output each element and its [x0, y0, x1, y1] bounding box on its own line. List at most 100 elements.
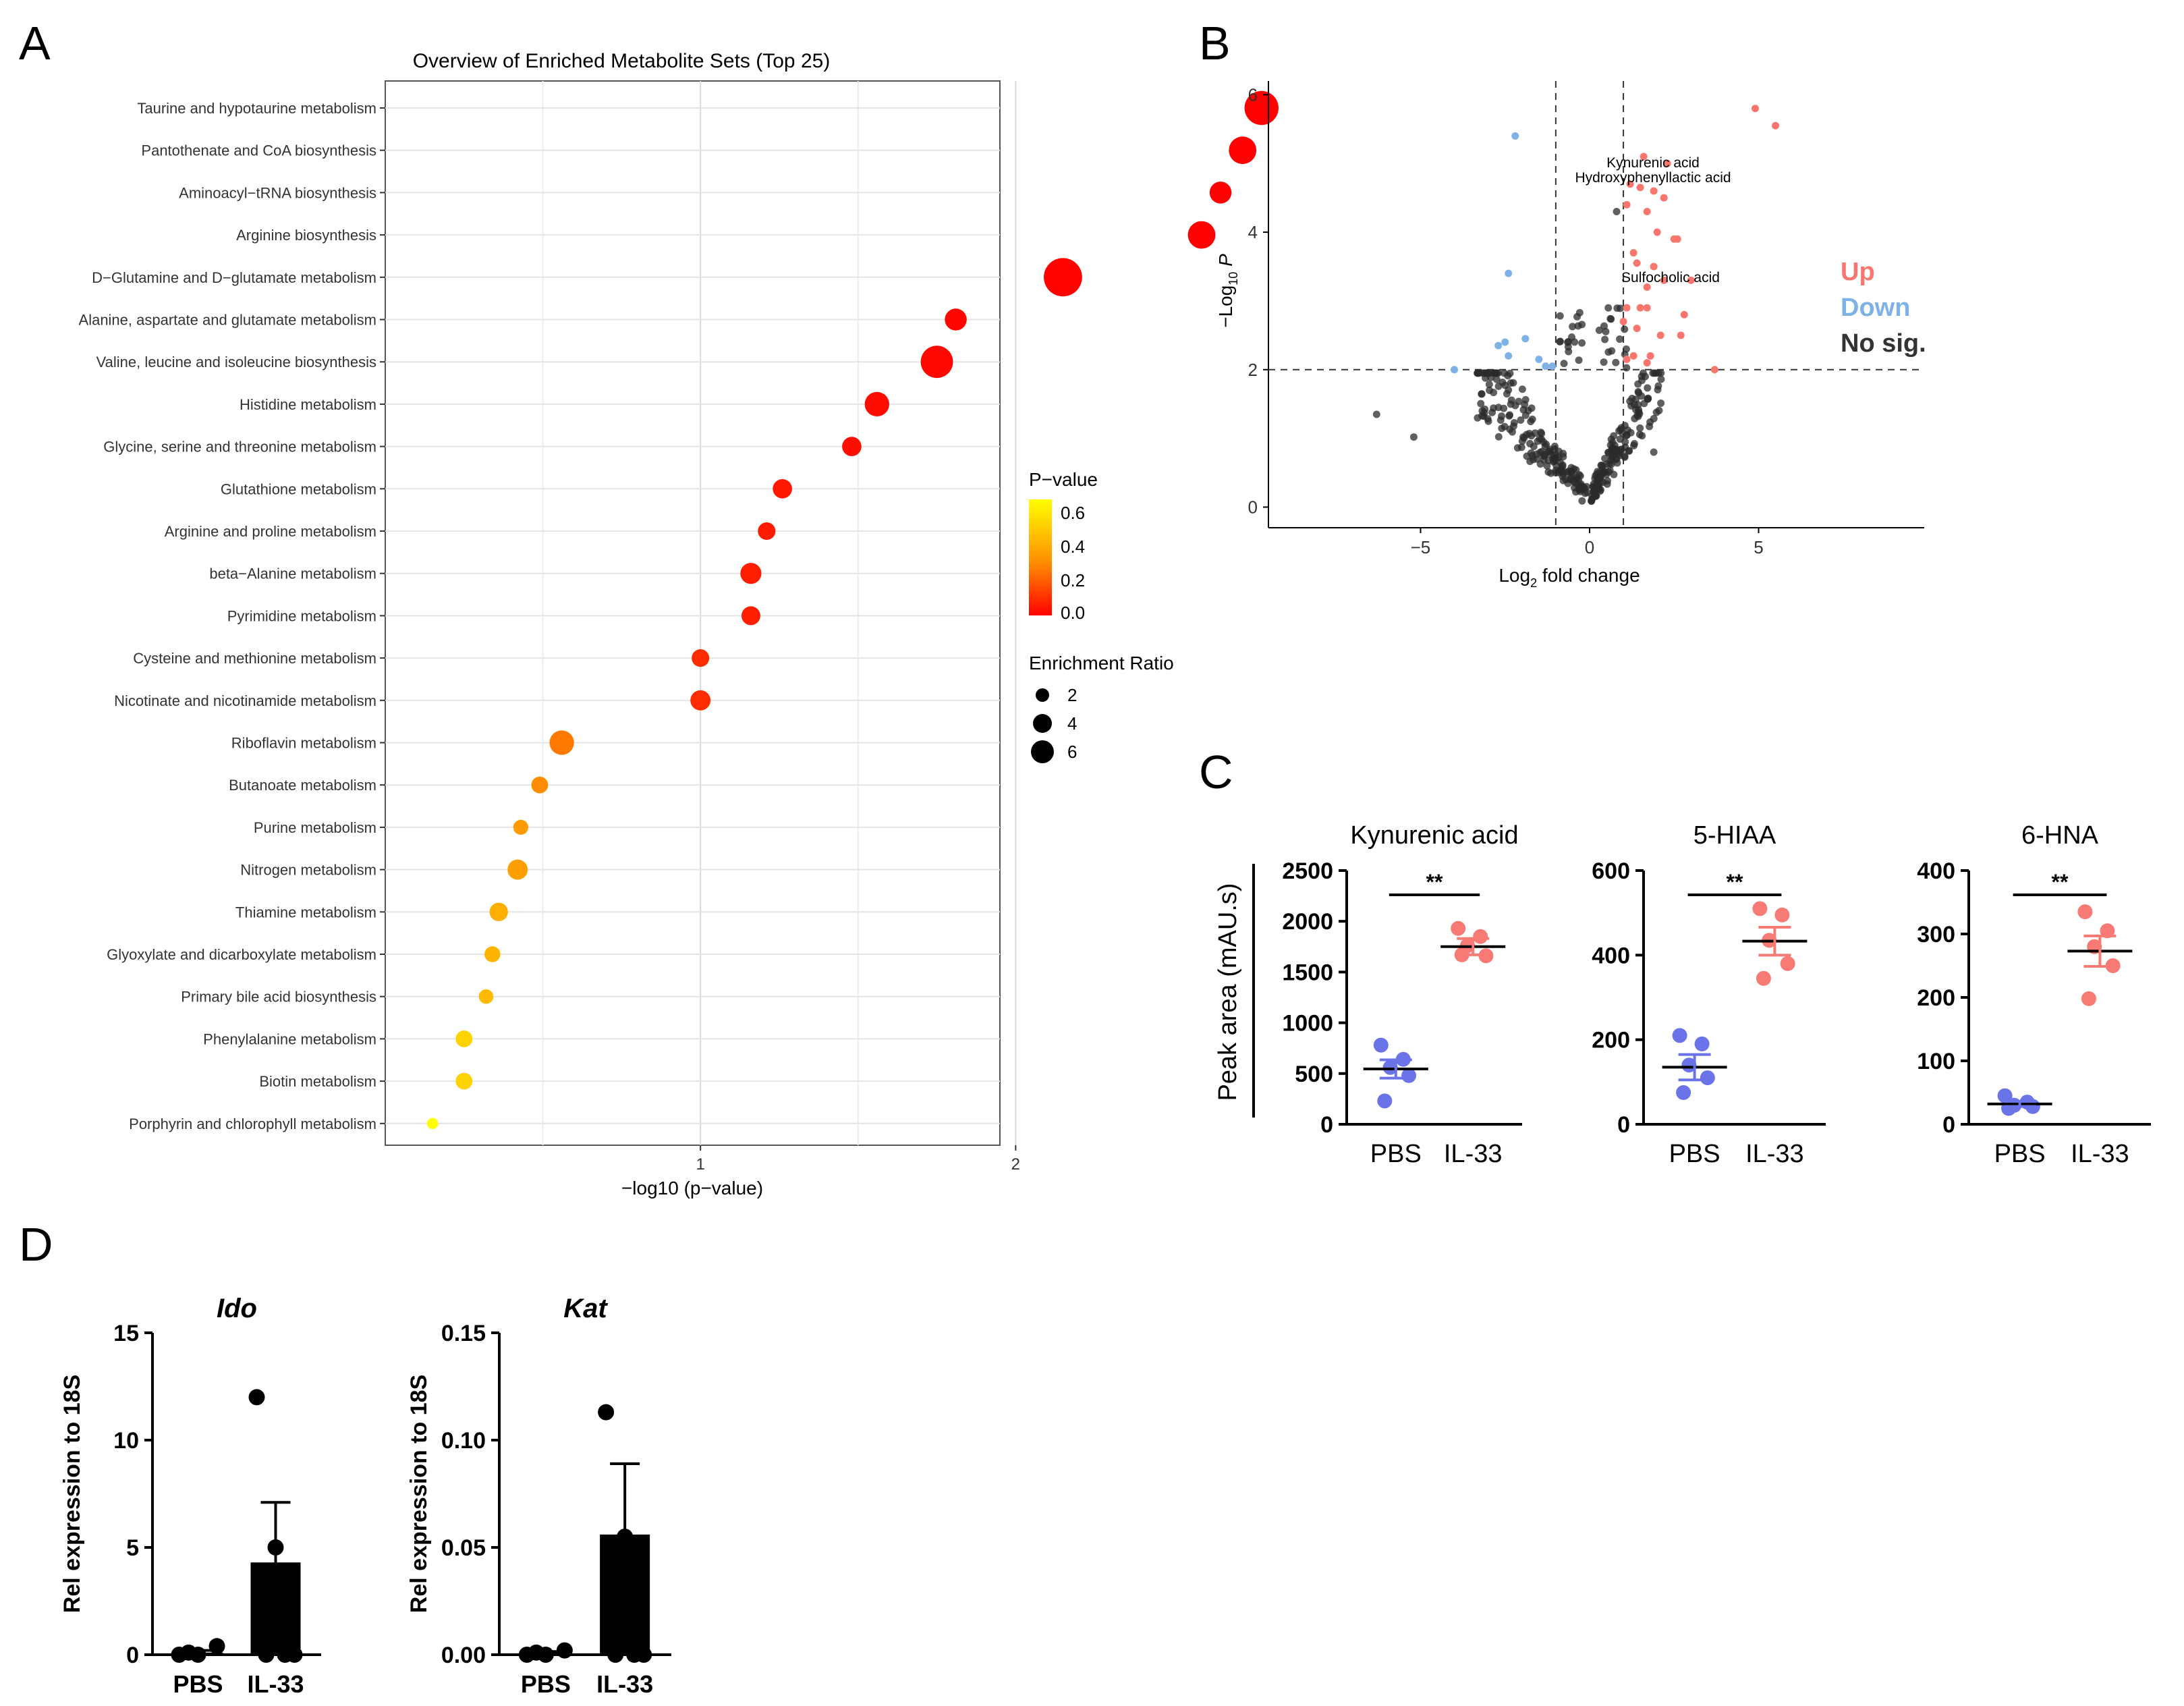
nonsig-point: [1509, 422, 1517, 431]
nonsig-point: [1484, 417, 1492, 425]
nonsig-point: [1530, 443, 1538, 451]
nonsig-point: [1601, 454, 1609, 462]
y-tick-label: 0: [1320, 1112, 1333, 1138]
data-point: [626, 1647, 643, 1663]
down-point: [1511, 132, 1519, 140]
nonsig-point: [1557, 337, 1565, 346]
nonsig-point: [1621, 438, 1629, 446]
nonsig-point: [1508, 428, 1516, 436]
nonsig-point: [1559, 470, 1567, 478]
nonsig-point: [1513, 444, 1521, 452]
nonsig-point: [1604, 304, 1613, 312]
pvalue-legend-tick-label: 0.4: [1061, 536, 1085, 557]
up-point: [1643, 283, 1651, 292]
nonsig-point: [1635, 431, 1644, 439]
enrichment-point: [1244, 90, 1279, 126]
y-tick-label: 300: [1917, 922, 1955, 947]
nonsig-point: [1631, 414, 1639, 422]
panel-c-y-axis-label: Peak area (mAU.s): [1214, 883, 1242, 1101]
nonsig-point: [1621, 452, 1629, 460]
panel-b-up-points: [1619, 105, 1780, 374]
nonsig-point: [1635, 410, 1644, 418]
nonsig-point: [1634, 401, 1642, 409]
nonsig-point: [1536, 460, 1544, 468]
data-point: [1780, 956, 1795, 971]
category-label: Taurine and hypotaurine metabolism: [137, 100, 376, 117]
significance-label: **: [1727, 870, 1743, 894]
down-point: [1505, 269, 1513, 277]
nonsig-point: [1595, 326, 1603, 334]
up-point: [1772, 121, 1780, 130]
panel-a-title: Overview of Enriched Metabolite Sets (To…: [413, 50, 831, 72]
x-category-label: IL-33: [1745, 1140, 1804, 1168]
category-label: Glutathione metabolism: [221, 480, 376, 497]
up-point: [1619, 317, 1627, 325]
nonsig-point: [1506, 369, 1514, 377]
x-category-label: IL-33: [1444, 1140, 1503, 1168]
enrichment-point: [773, 478, 792, 499]
up-point: [1636, 184, 1644, 192]
nonsig-point: [1612, 358, 1620, 366]
nonsig-point: [1616, 335, 1624, 343]
pvalue-legend-tick-label: 0.2: [1061, 570, 1085, 590]
nonsig-point: [1544, 468, 1552, 476]
nonsig-point: [1575, 356, 1583, 364]
up-point: [1643, 208, 1651, 216]
nonsig-point: [1505, 412, 1513, 420]
x-axis-label-sub: 2: [1530, 576, 1537, 590]
nonsig-point: [1523, 431, 1531, 439]
nonsig-point: [1583, 483, 1591, 491]
nonsig-point: [1565, 337, 1573, 346]
pvalue-colorbar: [1029, 499, 1052, 615]
data-point: [1694, 1036, 1710, 1051]
y-axis-label: −Log10 P: [1215, 254, 1240, 328]
category-label: Porphyrin and chlorophyll metabolism: [129, 1116, 376, 1132]
up-point: [1623, 304, 1631, 312]
legend-entry: Up: [1841, 258, 1875, 286]
nonsig-point: [1578, 321, 1586, 329]
enrichment-point: [455, 1030, 473, 1047]
y-tick-label: 400: [1592, 943, 1630, 968]
nonsig-point: [1474, 369, 1482, 377]
nonsig-point: [1486, 386, 1494, 394]
nonsig-point: [1511, 402, 1519, 410]
nonsig-point: [1601, 335, 1609, 343]
down-point: [1535, 355, 1543, 363]
data-point: [1676, 1085, 1691, 1100]
nonsig-point: [1621, 325, 1629, 333]
nonsig-point: [1621, 443, 1629, 451]
nonsig-point: [1559, 462, 1567, 470]
nonsig-point: [1634, 380, 1642, 388]
y-tick-label: 200: [1917, 985, 1955, 1011]
nonsig-point: [1571, 338, 1579, 346]
up-point: [1643, 359, 1651, 367]
category-label: Phenylalanine metabolism: [203, 1030, 376, 1047]
x-category-label: PBS: [1994, 1140, 2046, 1168]
y-tick-label: 1500: [1282, 960, 1333, 985]
nonsig-point: [1372, 410, 1380, 418]
nonsig-point: [1498, 424, 1506, 433]
nonsig-point: [1593, 480, 1601, 488]
enrichment-point: [484, 946, 501, 962]
nonsig-point: [1531, 429, 1539, 437]
data-point: [528, 1644, 544, 1661]
nonsig-point: [1485, 381, 1493, 389]
y-tick-label: 4: [1248, 222, 1258, 242]
nonsig-point: [1637, 392, 1646, 400]
x-category-label: IL-33: [2071, 1140, 2129, 1168]
category-label: Arginine biosynthesis: [236, 227, 376, 244]
category-label: Primary bile acid biosynthesis: [181, 989, 376, 1006]
x-axis-label-part: Log: [1499, 565, 1530, 586]
category-label: Purine metabolism: [254, 819, 376, 836]
x-category-label: IL-33: [596, 1670, 653, 1698]
panel-d-kat: Kat Rel expression to 18S 0.00 0.05 0.10 0.15…: [406, 1294, 671, 1698]
up-point: [1660, 276, 1668, 284]
up-point: [1650, 263, 1658, 271]
data-point: [2077, 904, 2093, 920]
enrichment-legend-dot: [1033, 714, 1052, 733]
y-tick-label: 0.00: [441, 1643, 486, 1668]
enrichment-legend-dot: [1031, 740, 1054, 763]
nonsig-point: [1521, 411, 1530, 419]
legend-entry: No sig.: [1841, 329, 1926, 358]
nonsig-point: [1409, 433, 1418, 441]
